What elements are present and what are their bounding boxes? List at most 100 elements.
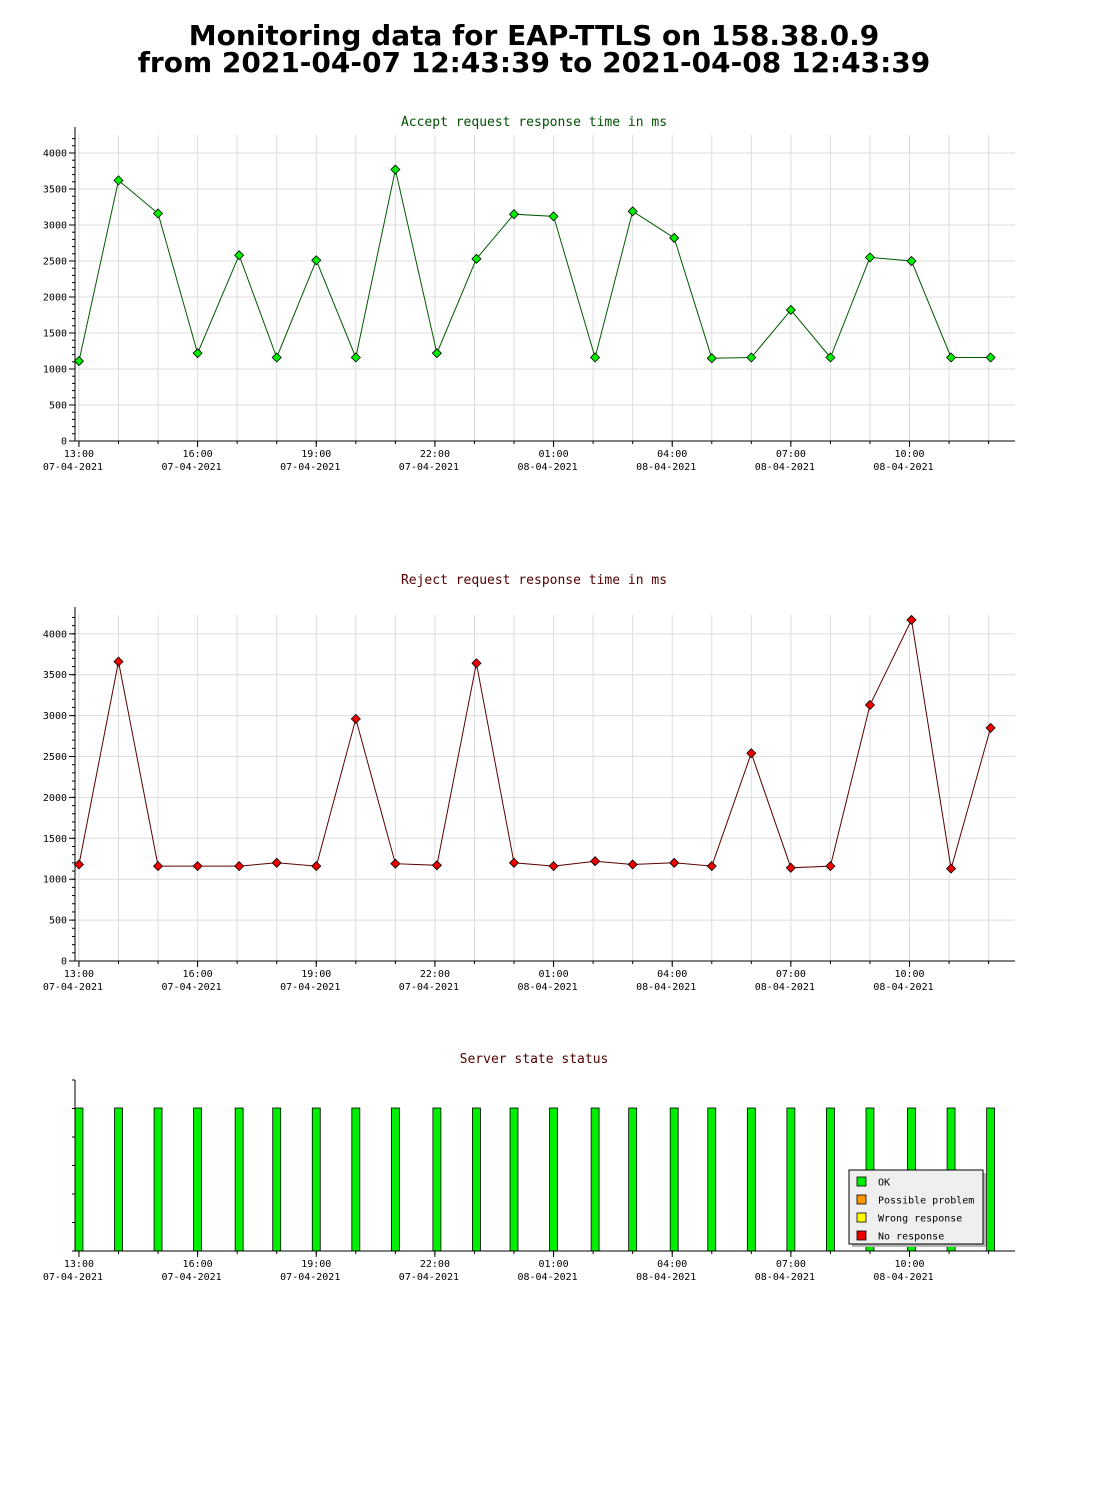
x-tick-time-label: 01:00: [539, 1259, 569, 1270]
accept-response-chart: Accept request response time in ms 0 500 10…: [43, 115, 1015, 473]
legend-label: OK: [878, 1178, 890, 1189]
legend-label: Wrong response: [878, 1214, 962, 1225]
data-point: [864, 699, 876, 711]
data-point: [390, 164, 401, 175]
y-tick-label: 2500: [43, 257, 67, 268]
data-point: [350, 352, 361, 363]
x-tick-date-label: 07-04-2021: [43, 982, 103, 993]
data-point: [945, 352, 957, 363]
y-tick-label: 4000: [43, 149, 67, 160]
page-title: Monitoring data for EAP-TTLS on 158.38.0…: [0, 22, 1068, 77]
x-tick-time-label: 19:00: [301, 969, 331, 980]
data-point: [113, 656, 124, 667]
y-tick-label: 1000: [43, 365, 67, 376]
data-point: [431, 348, 442, 359]
data-point: [471, 658, 482, 669]
legend-swatch: [856, 1194, 867, 1205]
server-status-chart: Server state status 13:00 07-04-2021 16:00 0…: [43, 1052, 1015, 1283]
status-bar: [351, 1107, 361, 1252]
data-point: [785, 862, 796, 873]
data-point: [825, 352, 836, 363]
x-tick-time-label: 07:00: [776, 1259, 806, 1270]
legend: OK Possible problem Wrong response No respo…: [848, 1169, 986, 1247]
status-bar: [746, 1107, 756, 1252]
data-point: [906, 255, 917, 267]
x-tick-date-label: 07-04-2021: [399, 1272, 459, 1283]
status-bar: [669, 1107, 679, 1252]
y-tick-label: 3500: [43, 185, 67, 196]
status-bar: [590, 1107, 600, 1252]
legend-label: No response: [878, 1232, 944, 1243]
status-bar: [74, 1107, 84, 1252]
x-tick-time-label: 07:00: [776, 969, 806, 980]
chart-title: Accept request response time in ms: [401, 115, 667, 130]
data-point: [548, 211, 559, 222]
status-bar: [472, 1107, 481, 1252]
data-point: [73, 356, 85, 367]
y-tick-label: 2500: [43, 752, 67, 763]
x-tick-time-label: 07:00: [776, 449, 806, 460]
data-point: [706, 353, 717, 364]
status-bar: [234, 1107, 244, 1252]
status-bar: [390, 1107, 400, 1252]
chart-title: Server state status: [460, 1052, 609, 1067]
x-tick-time-label: 22:00: [420, 969, 450, 980]
x-tick-date-label: 07-04-2021: [161, 462, 221, 473]
status-bar: [549, 1107, 558, 1252]
x-tick-date-label: 07-04-2021: [280, 462, 340, 473]
x-tick-date-label: 07-04-2021: [280, 982, 340, 993]
x-tick-time-label: 16:00: [183, 1259, 213, 1270]
x-tick-time-label: 19:00: [301, 449, 331, 460]
y-tick-label: 0: [61, 957, 67, 968]
data-point: [271, 352, 282, 363]
status-bar: [272, 1107, 282, 1252]
data-point: [627, 859, 638, 870]
data-point: [73, 859, 85, 870]
x-tick-date-label: 08-04-2021: [636, 462, 696, 473]
x-tick-time-label: 04:00: [657, 969, 687, 980]
status-bar: [114, 1107, 123, 1252]
y-tick-label: 500: [49, 401, 67, 412]
data-point: [590, 352, 601, 363]
y-tick-label: 0: [61, 437, 67, 448]
x-tick-time-label: 04:00: [657, 449, 687, 460]
chart-title: Reject request response time in ms: [401, 573, 667, 588]
data-point: [985, 722, 996, 733]
x-tick-date-label: 08-04-2021: [517, 982, 577, 993]
status-bar: [153, 1107, 163, 1252]
x-tick-time-label: 10:00: [894, 449, 924, 460]
x-tick-date-label: 08-04-2021: [873, 1272, 933, 1283]
data-point: [945, 863, 957, 874]
y-tick-label: 1500: [43, 834, 67, 845]
x-tick-time-label: 16:00: [183, 969, 213, 980]
data-point: [906, 614, 917, 625]
status-bar: [826, 1107, 835, 1252]
x-tick-date-label: 07-04-2021: [280, 1272, 340, 1283]
data-point: [271, 857, 282, 868]
x-tick-time-label: 13:00: [64, 449, 94, 460]
data-point: [706, 861, 717, 872]
x-tick-time-label: 16:00: [183, 449, 213, 460]
data-point: [390, 858, 401, 869]
data-point: [669, 857, 680, 868]
data-point: [311, 861, 322, 872]
data-point: [431, 860, 442, 871]
y-tick-label: 3000: [43, 711, 67, 722]
y-tick-label: 4000: [43, 629, 67, 640]
y-tick-label: 3500: [43, 670, 67, 681]
data-point: [508, 857, 520, 868]
x-tick-date-label: 08-04-2021: [636, 1272, 696, 1283]
data-point: [825, 861, 836, 872]
status-bar: [707, 1107, 717, 1252]
y-tick-label: 2000: [43, 293, 67, 304]
x-tick-date-label: 08-04-2021: [636, 982, 696, 993]
data-point: [192, 861, 203, 872]
legend-swatch: [856, 1230, 867, 1241]
x-tick-date-label: 07-04-2021: [399, 982, 459, 993]
series-line: [78, 169, 991, 362]
x-tick-date-label: 07-04-2021: [161, 1272, 221, 1283]
data-point: [311, 255, 322, 266]
data-point: [113, 175, 124, 186]
data-point: [508, 209, 520, 220]
x-tick-time-label: 10:00: [894, 1259, 924, 1270]
